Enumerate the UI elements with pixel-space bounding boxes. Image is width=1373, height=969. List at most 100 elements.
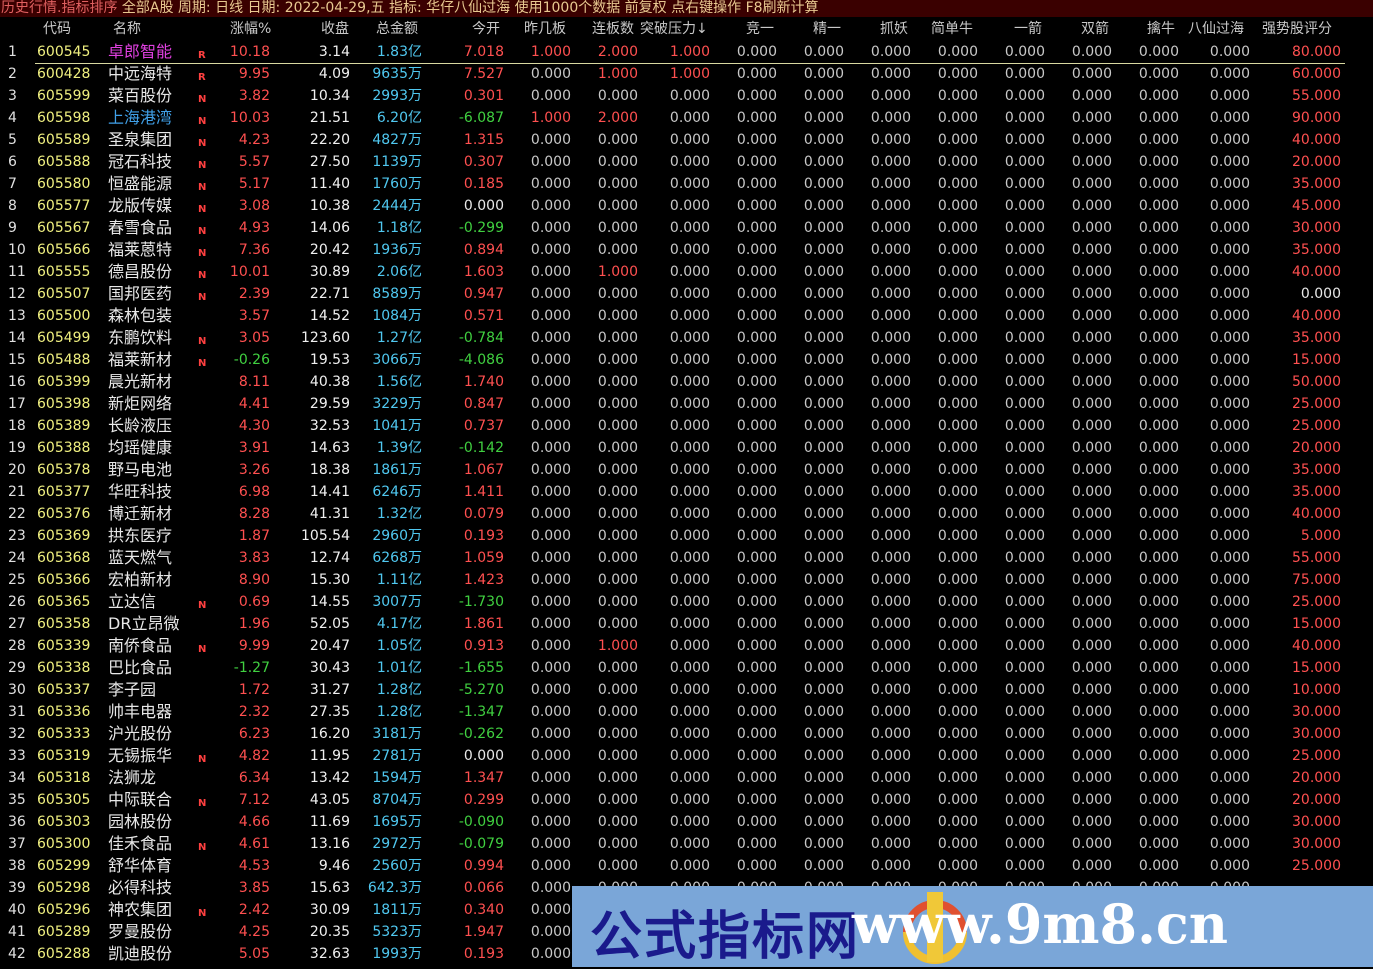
table-row[interactable]: 30 605337 李子园 1.72 31.27 1.28亿 -5.270 0.000 0.00… (0, 680, 1373, 702)
table-row[interactable]: 41 605289 罗曼股份 4.25 20.35 5323万 1.947 0.000 (0, 922, 1373, 944)
cell-change-pct: 6.98 (238, 484, 270, 500)
table-row[interactable]: 13 605500 森林包装 3.57 14.52 1084万 0.571 0.000 0.00… (0, 306, 1373, 328)
table-row[interactable]: 8 605577 龙版传媒 N 3.08 10.38 2444万 0.000 0.000 0.00… (0, 196, 1373, 218)
header-shuang-jian[interactable]: 双箭 (1081, 21, 1109, 37)
table-row[interactable]: 15 605488 福莱新材 N -0.26 19.53 3066万 -4.086 0.000 0… (0, 350, 1373, 372)
header-prev-boards[interactable]: 昨几板 (524, 21, 566, 37)
cell-open: 1.315 (463, 132, 504, 148)
cell-simple-bull: 0.000 (937, 726, 978, 742)
cell-breakout-pressure: 0.000 (669, 176, 710, 192)
cell-code: 605577 (37, 198, 91, 214)
table-row[interactable]: 21 605377 华旺科技 6.98 14.41 6246万 1.411 0.000 0.00… (0, 482, 1373, 504)
cell-shuang-jian: 0.000 (1071, 704, 1112, 720)
table-row[interactable]: 22 605376 博迁新材 8.28 41.31 1.32亿 0.079 0.000 0.00… (0, 504, 1373, 526)
header-breakout-pressure[interactable]: 突破压力↓ (640, 21, 708, 37)
header-consecutive-boards[interactable]: 连板数 (592, 21, 634, 37)
table-row[interactable]: 14 605499 东鹏饮料 N 3.05 123.60 1.27亿 -0.784 0.000 0… (0, 328, 1373, 350)
cell-close: 11.69 (309, 814, 350, 830)
table-row[interactable]: 2 600428 中远海特 R 9.95 4.09 9635万 7.527 0.000 1.000… (0, 64, 1373, 86)
header-qin-niu[interactable]: 擒牛 (1147, 21, 1175, 37)
row-index: 38 (8, 858, 26, 874)
table-row[interactable]: 7 605580 恒盛能源 N 5.17 11.40 1760万 0.185 0.000 0.00… (0, 174, 1373, 196)
cell-consecutive-boards: 0.000 (597, 308, 638, 324)
table-row[interactable]: 32 605333 沪光股份 6.23 16.20 3181万 -0.262 0.000 0.0… (0, 724, 1373, 746)
cell-consecutive-boards: 0.000 (597, 814, 638, 830)
cell-consecutive-boards: 0.000 (597, 418, 638, 434)
cell-strength-score: 25.000 (1292, 418, 1341, 434)
table-row[interactable]: 19 605388 均瑶健康 3.91 14.63 1.39亿 -0.142 0.000 0.0… (0, 438, 1373, 460)
table-row[interactable]: 18 605389 长龄液压 4.30 32.53 1041万 0.737 0.000 0.00… (0, 416, 1373, 438)
table-row[interactable]: 31 605336 帅丰电器 2.32 27.35 1.28亿 -1.347 0.000 0.0… (0, 702, 1373, 724)
header-amount[interactable]: 总金额 (376, 21, 418, 37)
table-row[interactable]: 33 605319 无锡振华 N 4.82 11.95 2781万 0.000 0.000 0.0… (0, 746, 1373, 768)
cell-code: 605398 (37, 396, 91, 412)
table-row[interactable]: 27 605358 DR立昂微 1.96 52.05 4.17亿 1.861 0.000 0.0… (0, 614, 1373, 636)
header-baxian-guohai[interactable]: 八仙过海 (1188, 21, 1244, 37)
cell-yi-jian: 0.000 (1004, 308, 1045, 324)
table-row[interactable]: 34 605318 法狮龙 6.34 13.42 1594万 1.347 0.000 0.000… (0, 768, 1373, 790)
cell-prev-boards: 0.000 (530, 638, 571, 654)
header-zhua-yao[interactable]: 抓妖 (880, 21, 908, 37)
cell-amount: 1.32亿 (376, 506, 422, 522)
cell-breakout-pressure: 0.000 (669, 682, 710, 698)
header-jing-yi[interactable]: 竞一 (746, 21, 774, 37)
cell-shuang-jian: 0.000 (1071, 286, 1112, 302)
table-row[interactable]: 4 605598 上海港湾 N 10.03 21.51 6.20亿 -6.087 1.000 2.… (0, 108, 1373, 130)
header-close[interactable]: 收盘 (321, 21, 349, 37)
cell-prev-boards: 0.000 (530, 792, 571, 808)
table-row[interactable]: 39605298必得科技3.8515.63642.3万0.0660.0000.0… (0, 878, 1373, 900)
cell-jing-1: 0.000 (803, 242, 844, 258)
header-jing-1[interactable]: 精一 (813, 21, 841, 37)
cell-amount: 1594万 (372, 770, 422, 786)
cell-code: 605358 (37, 616, 91, 632)
cell-yi-jian: 0.000 (1004, 616, 1045, 632)
table-row[interactable]: 1 600545 卓郎智能 R 10.18 3.14 1.83亿 7.018 1.000 2.00… (0, 42, 1373, 64)
header-code[interactable]: 代码 (43, 21, 71, 37)
header-simple-bull[interactable]: 简单牛 (931, 21, 973, 37)
table-row[interactable]: 35 605305 中际联合 N 7.12 43.05 8704万 0.299 0.000 0.0… (0, 790, 1373, 812)
cell-code: 605365 (37, 594, 91, 610)
table-row[interactable]: 38 605299 舒华体育 4.53 9.46 2560万 0.994 0.000 0.000… (0, 856, 1373, 878)
cell-zhua-yao: 0.000 (870, 154, 911, 170)
table-row[interactable]: 17 605398 新炬网络 4.41 29.59 3229万 0.847 0.000 0.00… (0, 394, 1373, 416)
cell-jing-yi: 0.000 (736, 726, 777, 742)
table-row[interactable]: 23 605369 拱东医疗 1.87 105.54 2960万 0.193 0.000 0.0… (0, 526, 1373, 548)
cell-prev-boards: 0.000 (530, 748, 571, 764)
table-row[interactable]: 20 605378 野马电池 3.26 18.38 1861万 1.067 0.000 0.00… (0, 460, 1373, 482)
table-row[interactable]: 6 605588 冠石科技 N 5.57 27.50 1139万 0.307 0.000 0.00… (0, 152, 1373, 174)
table-row[interactable]: 28 605339 南侨食品 N 9.99 20.47 1.05亿 0.913 0.000 1.0… (0, 636, 1373, 658)
table-row[interactable]: 5 605589 圣泉集团 N 4.23 22.20 4827万 1.315 0.000 0.00… (0, 130, 1373, 152)
cell-open: 7.018 (463, 44, 504, 60)
cell-close: 22.20 (309, 132, 350, 148)
table-row[interactable]: 9 605567 春雪食品 N 4.93 14.06 1.18亿 -0.299 0.000 0.0… (0, 218, 1373, 240)
cell-jing-yi: 0.000 (736, 682, 777, 698)
cell-jing-1: 0.000 (803, 836, 844, 852)
header-open[interactable]: 今开 (472, 21, 500, 37)
table-row[interactable]: 3 605599 菜百股份 N 3.82 10.34 2993万 0.301 0.000 0.00… (0, 86, 1373, 108)
table-row[interactable]: 29 605338 巴比食品 -1.27 30.43 1.01亿 -1.655 0.000 0.… (0, 658, 1373, 680)
header-strength-score[interactable]: 强势股评分 (1262, 21, 1332, 37)
cell-prev-boards: 0.000 (530, 594, 571, 610)
cell-baxian-guohai: 0.000 (1209, 242, 1250, 258)
cell-jing-1: 0.000 (803, 264, 844, 280)
cell-baxian-guohai: 0.000 (1209, 550, 1250, 566)
cell-open: 1.740 (463, 374, 504, 390)
table-row[interactable]: 40 605296 神农集团 N 2.42 30.09 1811万 0.340 0.000 (0, 900, 1373, 922)
table-row[interactable]: 11 605555 德昌股份 N 10.01 30.89 2.06亿 1.603 0.000 1.… (0, 262, 1373, 284)
header-yi-jian[interactable]: 一箭 (1014, 21, 1042, 37)
table-row[interactable]: 24 605368 蓝天燃气 3.83 12.74 6268万 1.059 0.000 0.00… (0, 548, 1373, 570)
table-row[interactable]: 26 605365 立达信 N 0.69 14.55 3007万 -1.730 0.000 0.0… (0, 592, 1373, 614)
table-row[interactable]: 36 605303 园林股份 4.66 11.69 1695万 -0.090 0.000 0.0… (0, 812, 1373, 834)
cell-flag: N (198, 336, 207, 347)
cell-consecutive-boards: 0.000 (597, 682, 638, 698)
table-row[interactable]: 42 605288 凯迪股份 5.05 32.63 1993万 0.193 0.000 (0, 944, 1373, 966)
table-row[interactable]: 37 605300 佳禾食品 N 4.61 13.16 2972万 -0.079 0.000 0.… (0, 834, 1373, 856)
cell-name: 凯迪股份 (108, 944, 173, 963)
table-row[interactable]: 12 605507 国邦医药 N 2.39 22.71 8589万 0.947 0.000 0.0… (0, 284, 1373, 306)
header-name[interactable]: 名称 (113, 21, 141, 37)
header-change-pct[interactable]: 涨幅% (230, 21, 272, 37)
table-row[interactable]: 25 605366 宏柏新材 8.90 15.30 1.11亿 1.423 0.000 0.00… (0, 570, 1373, 592)
table-row[interactable]: 10 605566 福莱蒽特 N 7.36 20.42 1936万 0.894 0.000 0.0… (0, 240, 1373, 262)
cell-name: 德昌股份 (108, 262, 173, 281)
table-row[interactable]: 16 605399 晨光新材 8.11 40.38 1.56亿 1.740 0.000 0.00… (0, 372, 1373, 394)
